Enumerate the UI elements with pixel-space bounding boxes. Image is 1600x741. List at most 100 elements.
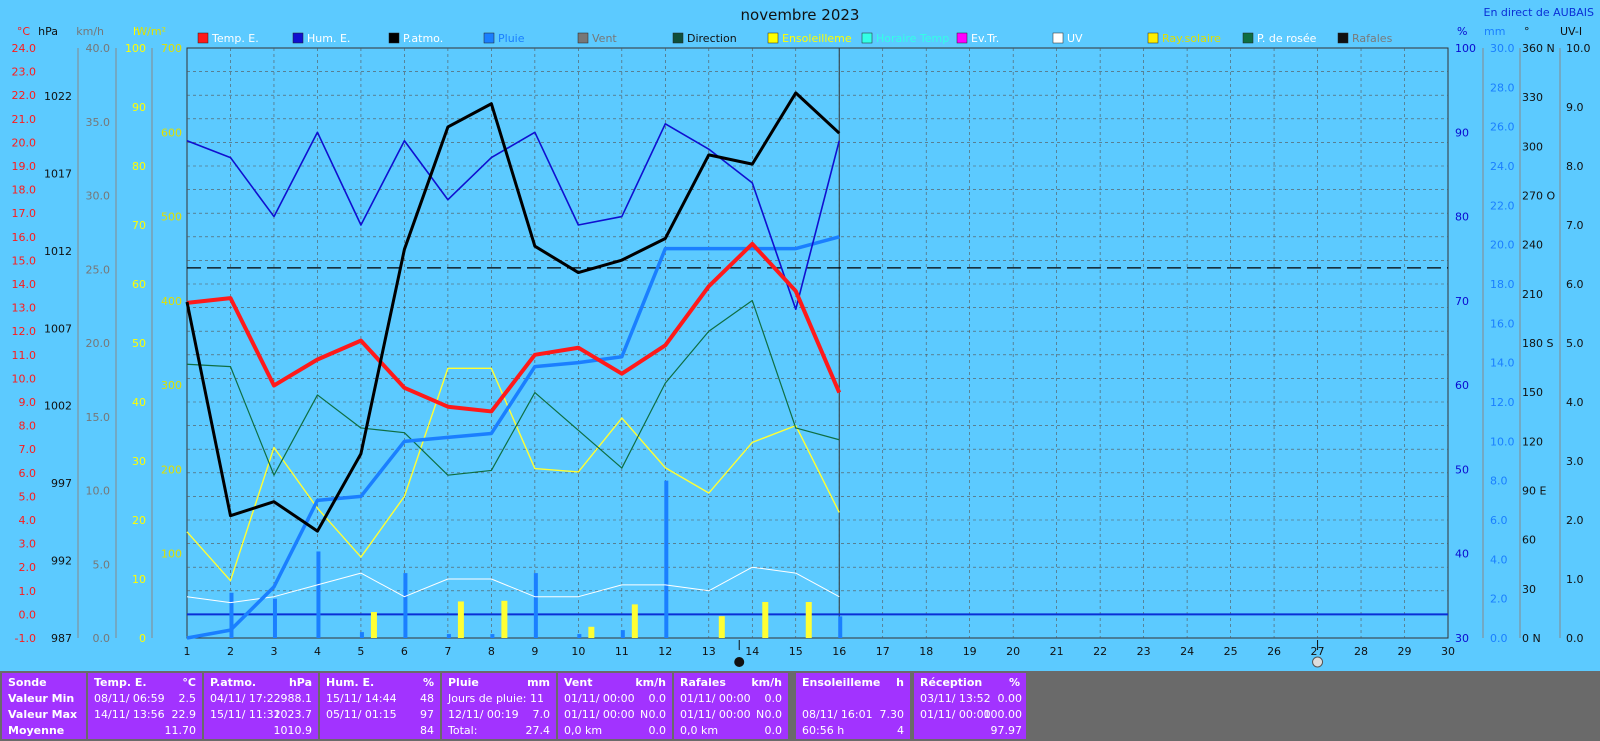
x-tick-label: 4 [314, 645, 321, 658]
pressure-line [185, 91, 841, 533]
stats-table: Sonde Valeur Min Valeur Max Moyenne Temp… [0, 671, 1600, 741]
sunshine-bar [370, 612, 377, 638]
temp-tick-label: -1.0 [15, 632, 36, 645]
wm2-tick-label: 700 [161, 42, 182, 55]
x-tick-label: 13 [702, 645, 716, 658]
kmh-tick-label: 15.0 [86, 411, 111, 424]
sunshine-bar [718, 616, 725, 638]
stats-date: 12/11/ 00:19 [448, 708, 519, 721]
solar-radiation-line [186, 367, 840, 582]
hpa-tick-label: 1017 [44, 167, 72, 180]
wm2-tick-label: 200 [161, 463, 182, 476]
uvi-tick-label: 0.0 [1566, 632, 1584, 645]
uvi-tick-label: 9.0 [1566, 101, 1584, 114]
stats-value: 48 [420, 692, 434, 705]
stats-text: Jours de pluie: 11 [448, 692, 544, 705]
temp-tick-label: 15.0 [12, 254, 37, 267]
uvi-tick-label: 2.0 [1566, 514, 1584, 527]
temp-tick-label: 4.0 [19, 514, 37, 527]
x-tick-label: 16 [832, 645, 846, 658]
mm-tick-label: 28.0 [1490, 81, 1515, 94]
legend-swatch [577, 32, 589, 44]
mm-tick-label: 8.0 [1490, 475, 1508, 488]
stats-unit: h [896, 676, 904, 689]
rain-bar [490, 634, 495, 638]
mm-tick-label: 10.0 [1490, 435, 1515, 448]
mm-tick-label: 18.0 [1490, 278, 1515, 291]
axis-unit-temp: °C [17, 25, 31, 38]
stats-unit: mm [527, 676, 550, 689]
temp-tick-label: 3.0 [19, 538, 37, 551]
temp-tick-label: 22.0 [12, 89, 37, 102]
stats-unit: km/h [751, 676, 782, 689]
temp-tick-label: 11.0 [12, 349, 37, 362]
legend-label: Vent [592, 32, 617, 45]
row-label-max: Valeur Max [8, 708, 78, 721]
deg-tick-label: 240 [1522, 239, 1543, 252]
stats-date: 01/11/ 00:00 [680, 708, 751, 721]
sunshine-bar [805, 602, 812, 638]
stats-value: 1023.7 [273, 708, 313, 721]
stats-date: 01/11/ 00:00 [564, 708, 635, 721]
x-tick-label: 28 [1354, 645, 1368, 658]
uvi-tick-label: 8.0 [1566, 160, 1584, 173]
legend-label: Pluie [498, 32, 525, 45]
stats-value: 7.0 [532, 708, 551, 721]
stats-date: 01/11/ 00:00 [680, 692, 751, 705]
stats-title: Sonde [8, 676, 47, 689]
stats-value: 0.00 [997, 692, 1023, 705]
stats-panel-reception: Réception% 03/11/ 13:52 0.00 01/11/ 00:00… [914, 673, 1026, 739]
rain-bar [272, 598, 277, 638]
axis-unit-mm: mm [1484, 25, 1505, 38]
deg-tick-label: 330 [1522, 91, 1543, 104]
temp-tick-label: 13.0 [12, 302, 37, 315]
stats-value: 0.0 [648, 708, 667, 721]
stats-title: Hum. E. [326, 676, 375, 689]
legend-label: Temp. E. [211, 32, 259, 45]
temp-tick-label: 9.0 [19, 396, 37, 409]
axis-unit-kmh: km/h [76, 25, 104, 38]
rain-bar [359, 632, 364, 638]
rain-bar [403, 573, 408, 638]
dew-point-line [186, 299, 840, 476]
uvi-tick-label: 1.0 [1566, 573, 1584, 586]
deg-tick-label: 30 [1522, 583, 1536, 596]
x-tick-label: 7 [444, 645, 451, 658]
x-tick-label: 9 [531, 645, 538, 658]
pct-tick-label: 70 [1455, 295, 1469, 308]
legend-swatch [1337, 32, 1349, 44]
x-tick-label: 30 [1441, 645, 1455, 658]
sunshine-bar [631, 604, 638, 638]
rain-bar [533, 573, 538, 638]
h-tick-label: 60 [132, 278, 146, 291]
deg-tick-label: 60 [1522, 534, 1536, 547]
hpa-tick-label: 997 [51, 477, 72, 490]
x-tick-label: 21 [1050, 645, 1064, 658]
x-tick-label: 23 [1137, 645, 1151, 658]
axis-unit-deg: ° [1524, 25, 1530, 38]
legend-label: Rafales [1352, 32, 1393, 45]
stats-date: 08/11/ 16:01 [802, 708, 873, 721]
kmh-tick-label: 0.0 [93, 632, 111, 645]
legend-swatch [672, 32, 684, 44]
h-tick-label: 90 [132, 101, 146, 114]
x-tick-label: 12 [658, 645, 672, 658]
legend-swatch [1147, 32, 1159, 44]
kmh-tick-label: 25.0 [86, 263, 111, 276]
stats-value: 0.0 [764, 724, 783, 737]
stats-unit: km/h [635, 676, 666, 689]
kmh-tick-label: 5.0 [93, 558, 111, 571]
temp-tick-label: 21.0 [12, 113, 37, 126]
x-tick-label: 11 [615, 645, 629, 658]
stats-title: Réception [920, 676, 983, 689]
temp-tick-label: 1.0 [19, 585, 37, 598]
deg-tick-label: 90 E [1522, 485, 1546, 498]
stats-panel-sun: Ensoleilleme h 08/11/ 16:01 7.30 60:56 h 4 [796, 673, 910, 739]
temp-tick-label: 8.0 [19, 420, 37, 433]
stats-panel-rafales: Rafales km/h 01/11/ 00:00 0.0 01/11/ 00:00… [674, 673, 788, 739]
stats-title: Ensoleilleme [802, 676, 881, 689]
rain-cumulative-line [186, 235, 840, 640]
kmh-tick-label: 35.0 [86, 116, 111, 129]
rain-bar [316, 551, 321, 638]
h-tick-label: 70 [132, 219, 146, 232]
